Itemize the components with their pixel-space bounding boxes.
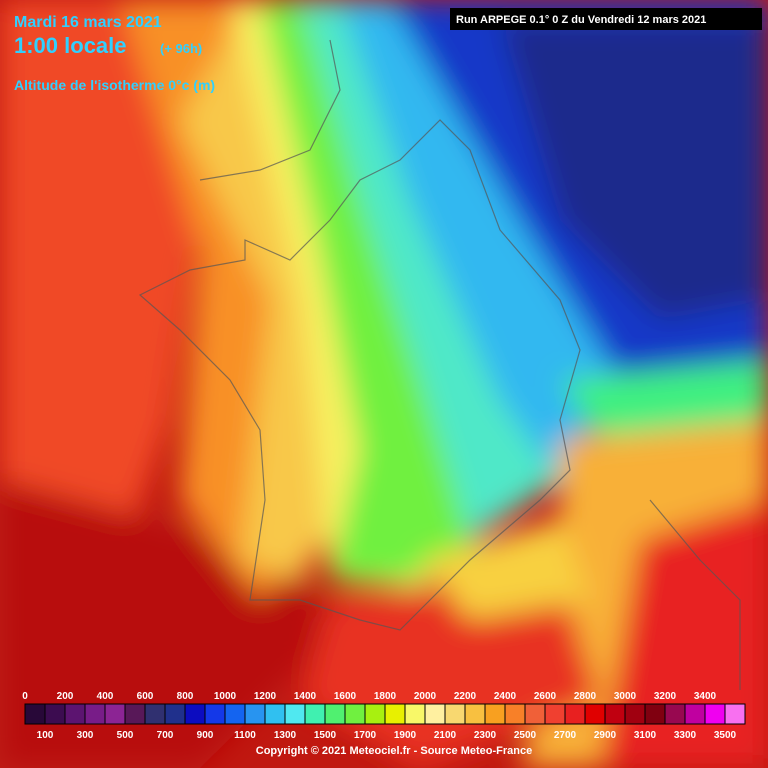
legend-label: 600 — [137, 691, 154, 702]
legend-swatch — [524, 703, 546, 725]
legend-label: 3300 — [674, 730, 697, 741]
legend-label: 1600 — [334, 691, 357, 702]
legend-swatch — [704, 703, 726, 725]
legend-label: 1300 — [274, 730, 297, 741]
legend-label: 2000 — [414, 691, 437, 702]
legend-label: 300 — [77, 730, 94, 741]
legend-swatch — [624, 703, 646, 725]
legend-swatch — [404, 703, 426, 725]
legend-label: 1000 — [214, 691, 237, 702]
legend-label: 2400 — [494, 691, 517, 702]
coastlines — [138, 39, 741, 690]
local-time: 1:00 locale — [14, 33, 127, 58]
legend-label: 200 — [57, 691, 74, 702]
legend-label: 1200 — [254, 691, 277, 702]
legend-swatch — [344, 703, 366, 725]
legend-label: 500 — [117, 730, 134, 741]
legend-swatch — [224, 703, 246, 725]
legend-label: 400 — [97, 691, 114, 702]
legend-label: 1100 — [234, 730, 256, 741]
legend-swatch — [604, 703, 626, 725]
legend-label: 3000 — [614, 691, 637, 702]
legend-swatch — [304, 703, 326, 725]
legend-swatch — [544, 703, 566, 725]
legend-swatch — [664, 703, 686, 725]
legend-label: 2500 — [514, 730, 537, 741]
legend-label: 1400 — [294, 691, 317, 702]
legend-swatch — [164, 703, 186, 725]
legend-swatch — [84, 703, 106, 725]
legend-swatch — [724, 703, 746, 725]
copyright: Copyright © 2021 Meteociel.fr - Source M… — [256, 745, 532, 757]
legend-label: 2600 — [534, 691, 557, 702]
legend-label: 3200 — [654, 691, 677, 702]
legend-label: 3500 — [714, 730, 737, 741]
legend-label: 1900 — [394, 730, 417, 741]
legend-swatch — [364, 703, 386, 725]
legend-swatch — [264, 703, 286, 725]
run-banner — [450, 8, 762, 30]
legend-swatch — [644, 703, 666, 725]
legend-label: 700 — [157, 730, 174, 741]
legend-swatch — [144, 703, 166, 725]
legend-swatch — [684, 703, 706, 725]
lead-time: (+ 96h) — [160, 41, 202, 56]
legend-label: 2200 — [454, 691, 477, 702]
legend-label: 2100 — [434, 730, 457, 741]
legend-swatch — [104, 703, 126, 725]
legend-label: 0 — [22, 691, 28, 702]
legend-label: 800 — [177, 691, 194, 702]
legend-label: 3400 — [694, 691, 717, 702]
legend-label: 2300 — [474, 730, 497, 741]
legend-swatch — [564, 703, 586, 725]
legend-label: 100 — [37, 730, 54, 741]
legend-swatch — [584, 703, 606, 725]
legend-swatch — [384, 703, 406, 725]
legend-swatch — [504, 703, 526, 725]
legend-swatch — [64, 703, 86, 725]
legend-swatch — [244, 703, 266, 725]
legend-label: 2900 — [594, 730, 617, 741]
legend-swatch — [204, 703, 226, 725]
parameter: Altitude de l'isotherme 0°c (m) — [14, 77, 215, 93]
run-info: Run ARPEGE 0.1° 0 Z du Vendredi 12 mars … — [456, 14, 706, 26]
legend-label: 1500 — [314, 730, 337, 741]
legend-swatch — [184, 703, 206, 725]
legend-swatch — [464, 703, 486, 725]
legend-label: 1800 — [374, 691, 397, 702]
legend-swatch — [284, 703, 306, 725]
legend-swatch — [424, 703, 446, 725]
legend-swatch — [44, 703, 66, 725]
legend-swatch — [484, 703, 506, 725]
legend-swatch — [124, 703, 146, 725]
legend-label: 2700 — [554, 730, 577, 741]
legend-label: 2800 — [574, 691, 597, 702]
date: Mardi 16 mars 2021 — [14, 14, 162, 31]
legend-label: 1700 — [354, 730, 377, 741]
legend-label: 900 — [197, 730, 214, 741]
legend: 0 100 200 300 400 500 600 700 800 900 1000 1100 1200… — [22, 691, 746, 741]
legend-swatch — [324, 703, 346, 725]
legend-label: 3100 — [634, 730, 657, 741]
legend-swatch — [444, 703, 466, 725]
legend-swatch — [24, 703, 46, 725]
